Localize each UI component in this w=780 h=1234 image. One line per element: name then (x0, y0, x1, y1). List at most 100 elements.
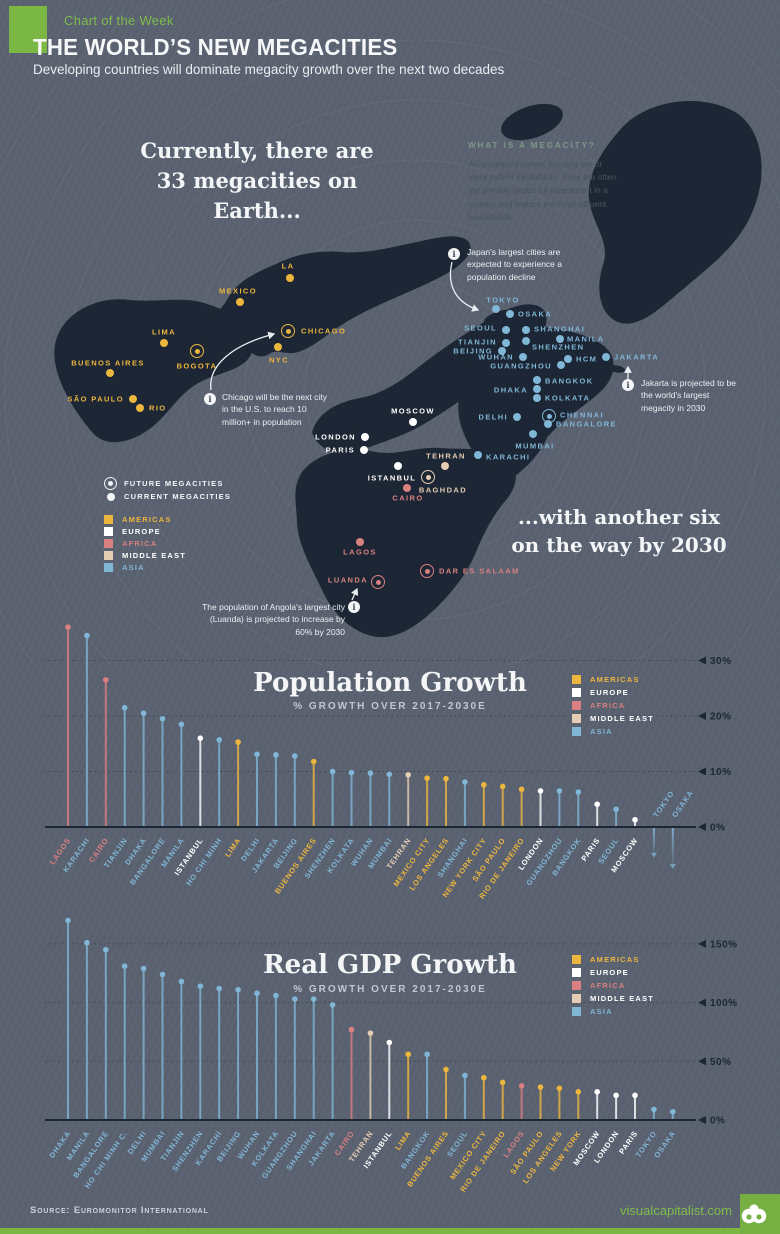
population-chart-legend: AMERICAS EUROPE AFRICA MIDDLE EAST ASIA (572, 673, 654, 738)
current-megacity-icon (107, 492, 115, 501)
legend-item-americas: AMERICAS (104, 513, 231, 525)
city-label-nyc: NYC (268, 355, 290, 365)
city-marker-manila (556, 335, 564, 343)
city-marker-baghdad (421, 470, 435, 484)
info-icon (348, 601, 360, 613)
city-marker-mumbai (529, 430, 537, 438)
datapoint-paris: PARIS (617, 1092, 640, 1156)
city-marker-lagos (356, 538, 364, 546)
current-megacity-label: CURRENT MEGACITIES (124, 492, 232, 501)
city-marker-moscow (409, 418, 417, 426)
datapoint-osaka: OSAKA (669, 789, 695, 869)
legend-item-middle_east: MIDDLE EAST (104, 549, 231, 561)
legend-item-middle_east: MIDDLE EAST (572, 712, 654, 725)
city-label-london: LONDON (315, 432, 356, 442)
europe-legend-label: EUROPE (590, 688, 629, 697)
datapoint-lima: LIMA (223, 739, 243, 859)
city-marker-paris (360, 446, 368, 454)
legend-item-current-megacities: CURRENT MEGACITIES (104, 490, 231, 503)
datapoint-lima: LIMA (393, 1051, 413, 1152)
datapoint-ho-chi-minh: HO CHI MINH (184, 737, 224, 887)
jakarta-annotation: Jakarta is projected to be the world's l… (641, 378, 736, 413)
legend-item-europe: EUROPE (104, 525, 231, 537)
map-headline: Currently, there are 33 megacities on Ea… (138, 136, 376, 225)
population-chart-subtitle: % GROWTH OVER 2017-2030E (293, 701, 487, 712)
city-marker-bangkok (533, 376, 541, 384)
datapoint-jakarta: JAKARTA (250, 752, 281, 875)
africa-swatch (572, 701, 581, 710)
city-marker-delhi (513, 413, 521, 421)
city-marker-london (361, 433, 369, 441)
city-marker-mexico (236, 298, 244, 306)
gdp-chart-legend: AMERICAS EUROPE AFRICA MIDDLE EAST ASIA (572, 953, 654, 1018)
city-label-seoul: SEOUL (464, 323, 497, 333)
city-marker-istanbul (394, 462, 402, 470)
city-marker-osaka (506, 310, 514, 318)
datapoint-paris: PARIS (579, 801, 602, 863)
map-headline-line2: 33 megacities on Earth... (156, 167, 358, 223)
asia-legend-label: ASIA (122, 562, 145, 572)
city-marker-dar-es-salaam (420, 564, 434, 578)
americas-swatch (572, 955, 581, 964)
city-marker-bangalore (544, 420, 552, 428)
info-icon (448, 248, 460, 260)
visualcapitalist-link[interactable]: visualcapitalist.com (620, 1203, 732, 1218)
city-label-chicago: CHICAGO (301, 326, 347, 336)
city-label-guangzhou: GUANGZHOU (490, 361, 552, 371)
city-marker-dhaka (533, 385, 541, 393)
city-marker-seoul (502, 326, 510, 334)
map-tagline-line2: on the way by 2030 (511, 533, 727, 557)
americas-legend-label: AMERICAS (590, 955, 640, 964)
future-megacity-label: FUTURE MEGACITIES (124, 479, 224, 488)
gdp-chart-subtitle: % GROWTH OVER 2017-2030E (293, 984, 487, 995)
city-marker-hcm (564, 355, 572, 363)
legend-item-asia: ASIA (104, 561, 231, 573)
world-map (54, 100, 762, 638)
americas-swatch (572, 675, 581, 684)
binoculars-logo-icon (741, 1204, 767, 1224)
city-label-osaka: OSAKA (518, 309, 553, 319)
legend-item-africa: AFRICA (572, 979, 654, 992)
population-chart-title: Population Growth (253, 668, 527, 698)
city-label-mumbai: MUMBAI (515, 441, 555, 451)
legend-item-europe: EUROPE (572, 966, 654, 979)
city-label-luanda: LUANDA (327, 575, 368, 585)
city-label-paris: PARIS (325, 445, 355, 455)
city-marker-tehran (441, 462, 449, 470)
americas-legend-label: AMERICAS (590, 675, 640, 684)
city-label-dhaka: DHAKA (493, 385, 528, 395)
legend-item-middle_east: MIDDLE EAST (572, 992, 654, 1005)
city-label-kolkata: KOLKATA (545, 393, 591, 403)
legend-item-americas: AMERICAS (572, 673, 654, 686)
city-marker-beijing (498, 347, 506, 355)
city-label-dar-es-salaam: DAR ES SALAAM (439, 566, 520, 576)
middle_east-swatch (104, 550, 113, 560)
africa-legend-label: AFRICA (590, 981, 626, 990)
datapoint-wuhan: WUHAN (349, 770, 375, 868)
middle_east-legend-label: MIDDLE EAST (122, 550, 187, 560)
city-marker-lima (160, 339, 168, 347)
europe-legend-label: EUROPE (590, 968, 629, 977)
africa-legend-label: AFRICA (590, 701, 626, 710)
city-label-buenos-aires: BUENOS AIRES (71, 358, 145, 368)
city-label-karachi: KARACHI (486, 452, 531, 462)
legend-item-asia: ASIA (572, 725, 654, 738)
asia-swatch (104, 562, 113, 572)
luanda-arrow (351, 587, 359, 601)
city-label-tianjin: TIANJIN (458, 337, 497, 347)
info-icon (622, 379, 634, 391)
source-credit: Source: Euromonitor International (30, 1205, 209, 1216)
map-landmasses (54, 100, 762, 638)
legend-item-asia: ASIA (572, 1005, 654, 1018)
city-marker-la (286, 274, 294, 282)
city-label-bangkok: BANGKOK (545, 376, 594, 386)
city-label-jakarta: JAKARTA (614, 352, 660, 362)
japan-arrow (449, 261, 480, 312)
asia-swatch (572, 727, 581, 736)
annotation-arrows (210, 261, 632, 601)
japan-annotation: Japan's largest cities are expected to e… (467, 247, 562, 282)
city-label-manila: MANILA (567, 334, 605, 344)
info-icon (204, 393, 216, 405)
